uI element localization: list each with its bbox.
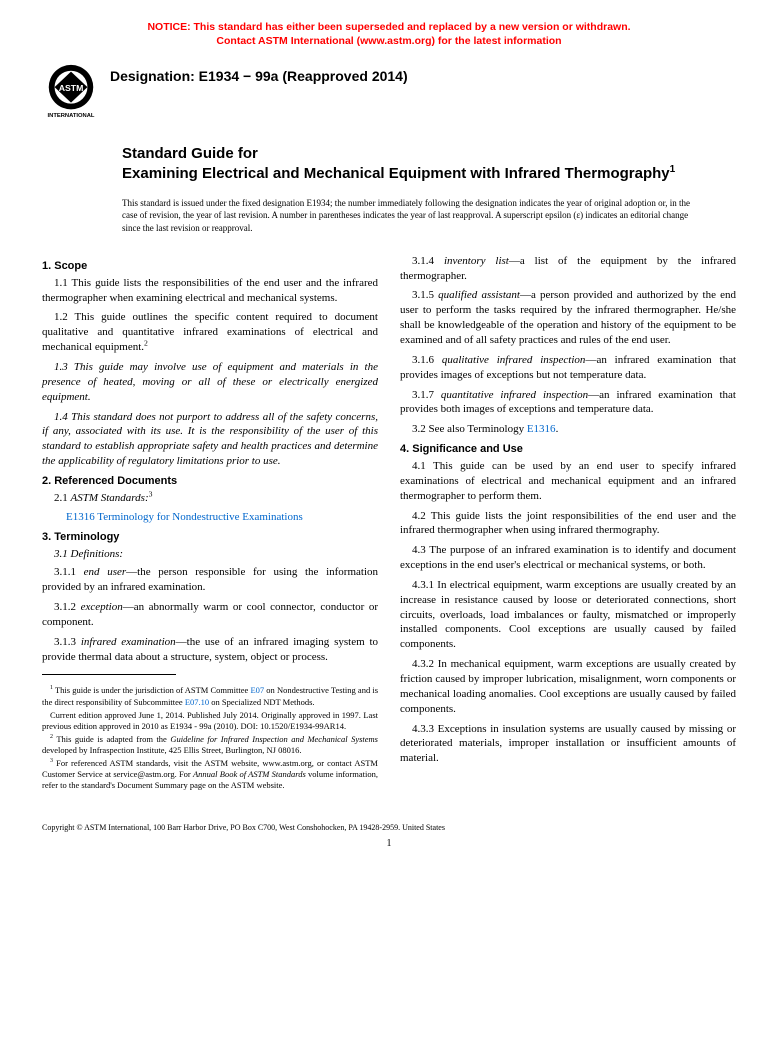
fn3-i: Annual Book of ASTM Standards <box>193 769 306 779</box>
def-3-1-1: 3.1.1 end user—the person responsible fo… <box>42 565 378 595</box>
fn1-link1[interactable]: E07 <box>250 685 264 695</box>
footnote-1: 1 This guide is under the jurisdiction o… <box>42 685 378 707</box>
para-4-1: 4.1 This guide can be used by an end use… <box>400 459 736 504</box>
title-sup: 1 <box>670 164 676 175</box>
para-4-3-3: 4.3.3 Exceptions in insulation systems a… <box>400 722 736 767</box>
title-kicker: Standard Guide for <box>122 144 698 164</box>
column-left: 1. Scope 1.1 This guide lists the respon… <box>42 254 378 793</box>
ref-e1316-text[interactable]: Terminology for Nondestructive Examinati… <box>95 511 303 523</box>
para-3-2: 3.2 See also Terminology E1316. <box>400 422 736 437</box>
para-4-3-1: 4.3.1 In electrical equipment, warm exce… <box>400 578 736 652</box>
d4-num: 3.1.4 <box>412 255 444 267</box>
footnote-rule <box>42 674 176 679</box>
para-2-1-num: 2.1 <box>54 492 71 504</box>
notice-line-1: NOTICE: This standard has either been su… <box>147 21 630 33</box>
footnote-2: 2 This guide is adapted from the Guideli… <box>42 734 378 756</box>
d7-num: 3.1.7 <box>412 389 441 401</box>
heading-scope: 1. Scope <box>42 260 378 272</box>
fn1-a: This guide is under the jurisdiction of … <box>53 685 250 695</box>
d5-num: 3.1.5 <box>412 289 438 301</box>
svg-text:ASTM: ASTM <box>59 83 84 93</box>
heading-significance: 4. Significance and Use <box>400 443 736 455</box>
see-also-pre: 3.2 See also Terminology <box>412 423 527 435</box>
d4-term: inventory list <box>444 255 509 267</box>
para-4-2: 4.2 This guide lists the joint responsib… <box>400 509 736 539</box>
svg-text:INTERNATIONAL: INTERNATIONAL <box>48 113 95 119</box>
page-number: 1 <box>42 838 736 849</box>
see-also-link[interactable]: E1316 <box>527 423 556 435</box>
d2-num: 3.1.2 <box>54 601 81 613</box>
para-1-2-sup: 2 <box>144 338 148 347</box>
fn1-c: on Specialized NDT Methods. <box>209 697 314 707</box>
para-1-1: 1.1 This guide lists the responsibilitie… <box>42 276 378 306</box>
copyright-text: Copyright © ASTM International, 100 Barr… <box>42 823 736 832</box>
ref-e1316: E1316 Terminology for Nondestructive Exa… <box>66 510 378 525</box>
d1-term: end user <box>84 566 126 578</box>
fn2-i: Guideline for Infrared Inspection and Me… <box>170 734 378 744</box>
d6-term: qualitative infrared inspection <box>442 354 586 366</box>
footnote-3: 3 For referenced ASTM standards, visit t… <box>42 758 378 791</box>
columns: 1. Scope 1.1 This guide lists the respon… <box>42 254 736 793</box>
def-3-1-7: 3.1.7 quantitative infrared inspection—a… <box>400 388 736 418</box>
para-2-1: 2.1 ASTM Standards:3 <box>42 491 378 506</box>
title-main: Examining Electrical and Mechanical Equi… <box>122 164 698 184</box>
d5-term: qualified assistant <box>438 289 520 301</box>
issue-note: This standard is issued under the fixed … <box>122 197 698 233</box>
footnote-1b: Current edition approved June 1, 2014. P… <box>42 710 378 732</box>
def-3-1-2: 3.1.2 exception—an abnormally warm or co… <box>42 600 378 630</box>
def-3-1-3: 3.1.3 infrared examination—the use of an… <box>42 635 378 665</box>
ref-e1316-link[interactable]: E1316 <box>66 511 95 523</box>
para-1-3: 1.3 This guide may involve use of equipm… <box>42 360 378 405</box>
para-4-3: 4.3 The purpose of an infrared examinati… <box>400 543 736 573</box>
column-right: 3.1.4 inventory list—a list of the equip… <box>400 254 736 793</box>
notice-banner: NOTICE: This standard has either been su… <box>42 20 736 48</box>
para-2-1-sup: 3 <box>149 489 153 498</box>
see-also-post: . <box>556 423 559 435</box>
header-row: ASTM INTERNATIONAL Designation: E1934 − … <box>42 62 736 120</box>
heading-refdocs: 2. Referenced Documents <box>42 475 378 487</box>
d2-term: exception <box>81 601 123 613</box>
d3-num: 3.1.3 <box>54 636 81 648</box>
d6-num: 3.1.6 <box>412 354 442 366</box>
designation-text: Designation: E1934 − 99a (Reapproved 201… <box>110 68 408 84</box>
page-container: NOTICE: This standard has either been su… <box>0 0 778 879</box>
para-1-2-text: 1.2 This guide outlines the specific con… <box>42 311 378 353</box>
astm-logo-icon: ASTM INTERNATIONAL <box>42 62 100 120</box>
def-3-1-5: 3.1.5 qualified assistant—a person provi… <box>400 288 736 347</box>
para-1-4: 1.4 This standard does not purport to ad… <box>42 410 378 469</box>
para-2-1-label: ASTM Standards: <box>71 492 149 504</box>
fn1-link2[interactable]: E07.10 <box>185 697 209 707</box>
def-3-1-4: 3.1.4 inventory list—a list of the equip… <box>400 254 736 284</box>
title-block: Standard Guide for Examining Electrical … <box>122 144 698 183</box>
def-3-1-6: 3.1.6 qualitative infrared inspection—an… <box>400 353 736 383</box>
fn2-b: developed by Infraspection Institute, 42… <box>42 745 301 755</box>
d7-term: quantitative infrared inspection <box>441 389 588 401</box>
d1-num: 3.1.1 <box>54 566 84 578</box>
fn2-a: This guide is adapted from the <box>53 734 170 744</box>
d3-term: infrared examination <box>81 636 176 648</box>
defs-label: 3.1 Definitions: <box>42 547 378 562</box>
heading-terminology: 3. Terminology <box>42 531 378 543</box>
para-4-3-2: 4.3.2 In mechanical equipment, warm exce… <box>400 657 736 716</box>
para-1-2: 1.2 This guide outlines the specific con… <box>42 310 378 355</box>
title-main-text: Examining Electrical and Mechanical Equi… <box>122 165 670 182</box>
notice-line-2: Contact ASTM International (www.astm.org… <box>216 35 561 47</box>
